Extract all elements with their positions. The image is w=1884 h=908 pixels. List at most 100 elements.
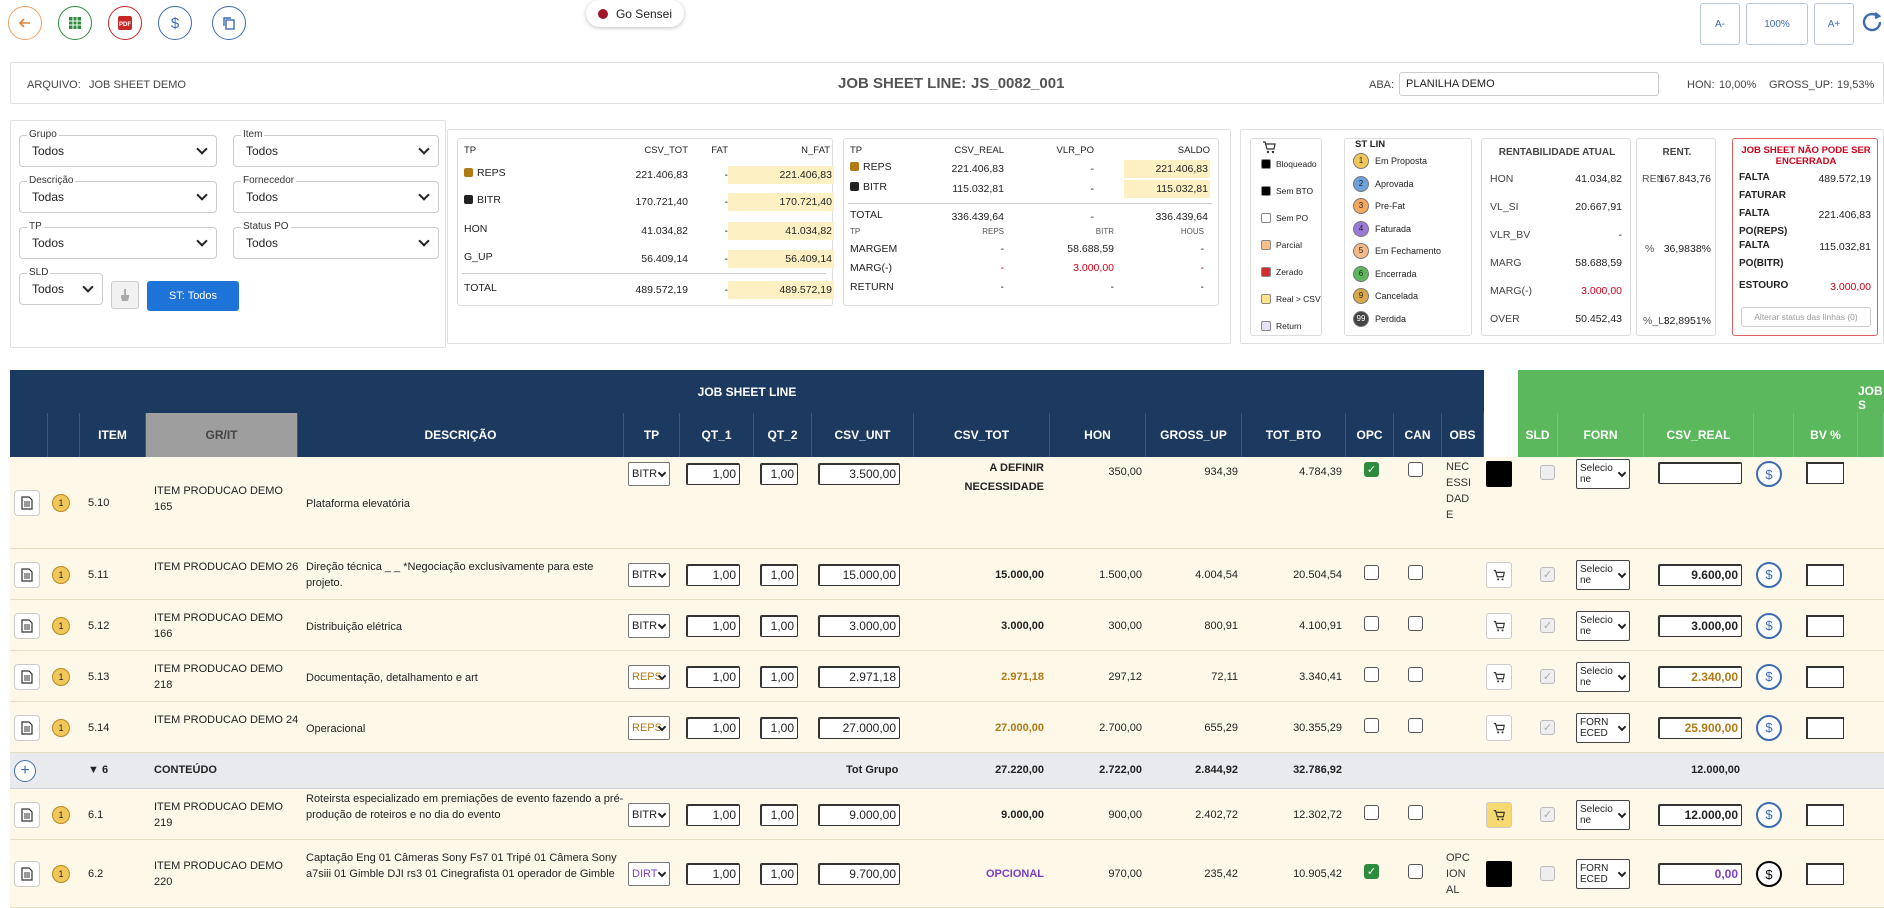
forn-select[interactable]: FORNECED bbox=[1576, 859, 1630, 889]
csv-real-input[interactable] bbox=[1658, 462, 1742, 484]
csv-unt-input[interactable]: 9.000,00 bbox=[818, 803, 900, 826]
csv-unt-input[interactable]: 27.000,00 bbox=[818, 716, 900, 739]
bv-input[interactable] bbox=[1806, 863, 1844, 885]
forn-select[interactable]: FORNECED bbox=[1576, 712, 1630, 743]
sld-checkbox[interactable]: ✓ bbox=[1540, 617, 1555, 633]
qt2-input[interactable]: 1,00 bbox=[760, 614, 798, 637]
csv-unt-input[interactable]: 9.700,00 bbox=[818, 863, 900, 885]
bv-input[interactable] bbox=[1806, 665, 1844, 688]
go-sensei-button[interactable]: Go Sensei bbox=[586, 0, 684, 27]
document-button[interactable] bbox=[14, 861, 40, 887]
cart-button[interactable] bbox=[1486, 801, 1512, 828]
tp-select[interactable]: BITR bbox=[628, 562, 670, 587]
bv-input[interactable] bbox=[1806, 614, 1844, 637]
document-button[interactable] bbox=[14, 663, 40, 690]
tp-select[interactable]: Todos bbox=[19, 227, 217, 259]
csv-unt-input[interactable]: 3.500,00 bbox=[818, 463, 900, 485]
bv-input[interactable] bbox=[1806, 803, 1844, 826]
document-button[interactable] bbox=[14, 612, 40, 639]
back-button[interactable] bbox=[8, 6, 42, 40]
descricao-select[interactable]: Todas bbox=[19, 181, 217, 213]
zoom-reset-button[interactable]: 100% bbox=[1746, 3, 1808, 45]
item-select[interactable]: Todos bbox=[233, 135, 439, 167]
forn-select[interactable]: Selecione bbox=[1576, 799, 1630, 830]
alter-status-button[interactable]: Alterar status das linhas (0) bbox=[1741, 307, 1871, 327]
font-increase-button[interactable]: A+ bbox=[1814, 3, 1854, 45]
qt1-input[interactable]: 1,00 bbox=[686, 665, 740, 688]
qt1-input[interactable]: 1,00 bbox=[686, 716, 740, 739]
tp-select[interactable]: BITR bbox=[628, 462, 670, 486]
qt2-input[interactable]: 1,00 bbox=[760, 716, 798, 739]
can-checkbox[interactable] bbox=[1408, 666, 1423, 682]
csv-real-input[interactable]: 12.000,00 bbox=[1658, 803, 1742, 826]
tp-select[interactable]: BITR bbox=[628, 613, 670, 638]
qt2-input[interactable]: 1,00 bbox=[760, 563, 798, 586]
st-filter-button[interactable]: ST: Todos bbox=[147, 281, 239, 311]
tp-select[interactable]: BITR bbox=[628, 802, 670, 827]
qt2-input[interactable]: 1,00 bbox=[760, 463, 798, 485]
tp-select[interactable]: DIRT bbox=[628, 862, 670, 886]
csv-real-input[interactable]: 25.900,00 bbox=[1658, 716, 1742, 739]
csv-real-input[interactable]: 9.600,00 bbox=[1658, 563, 1742, 586]
csv-unt-input[interactable]: 3.000,00 bbox=[818, 614, 900, 637]
status-po-select[interactable]: Todos bbox=[233, 227, 439, 259]
grupo-select[interactable]: Todos bbox=[19, 135, 217, 167]
opc-checkbox[interactable]: ✓ bbox=[1364, 864, 1379, 879]
bv-input[interactable] bbox=[1806, 563, 1844, 586]
qt1-input[interactable]: 1,00 bbox=[686, 463, 740, 485]
qt1-input[interactable]: 1,00 bbox=[686, 563, 740, 586]
document-button[interactable] bbox=[14, 714, 40, 741]
opc-checkbox[interactable] bbox=[1364, 564, 1379, 580]
opc-checkbox[interactable]: ✓ bbox=[1364, 462, 1379, 477]
opc-checkbox[interactable] bbox=[1364, 615, 1379, 631]
sld-checkbox[interactable]: ✓ bbox=[1540, 566, 1555, 582]
csv-real-input[interactable]: 2.340,00 bbox=[1658, 665, 1742, 688]
can-checkbox[interactable] bbox=[1408, 564, 1423, 580]
document-button[interactable] bbox=[14, 490, 40, 516]
qt1-input[interactable]: 1,00 bbox=[686, 614, 740, 637]
sld-checkbox[interactable]: ✓ bbox=[1540, 668, 1555, 684]
forn-select[interactable]: Selecione bbox=[1576, 610, 1630, 641]
opc-checkbox[interactable] bbox=[1364, 804, 1379, 820]
can-checkbox[interactable] bbox=[1408, 615, 1423, 631]
cart-button[interactable] bbox=[1486, 663, 1512, 690]
cart-button[interactable] bbox=[1486, 714, 1512, 741]
tp-select[interactable]: REPS bbox=[628, 715, 670, 740]
can-checkbox[interactable] bbox=[1408, 804, 1423, 820]
document-button[interactable] bbox=[14, 561, 40, 588]
qt2-input[interactable]: 1,00 bbox=[760, 665, 798, 688]
can-checkbox[interactable] bbox=[1408, 462, 1423, 477]
bv-input[interactable] bbox=[1806, 462, 1844, 484]
sld-select[interactable]: Todos bbox=[19, 273, 103, 305]
can-checkbox[interactable] bbox=[1408, 717, 1423, 733]
po-button[interactable]: $ bbox=[1756, 663, 1782, 690]
fornecedor-select[interactable]: Todos bbox=[233, 181, 439, 213]
refresh-icon[interactable] bbox=[1862, 10, 1884, 34]
document-button[interactable] bbox=[14, 801, 40, 828]
po-button[interactable]: $ bbox=[1756, 561, 1782, 588]
forn-select[interactable]: Selecione bbox=[1576, 559, 1630, 590]
po-button[interactable]: $ bbox=[1756, 714, 1782, 741]
dollar-button[interactable]: $ bbox=[158, 6, 192, 40]
pdf-button[interactable]: PDF bbox=[108, 6, 142, 40]
sld-checkbox[interactable] bbox=[1540, 465, 1555, 480]
qt1-input[interactable]: 1,00 bbox=[686, 803, 740, 826]
copy-button[interactable] bbox=[212, 6, 246, 40]
sld-checkbox[interactable]: ✓ bbox=[1540, 806, 1555, 822]
qt2-input[interactable]: 1,00 bbox=[760, 803, 798, 826]
aba-input[interactable]: PLANILHA DEMO bbox=[1399, 72, 1659, 96]
po-button[interactable]: $ bbox=[1756, 461, 1782, 487]
opc-checkbox[interactable] bbox=[1364, 666, 1379, 682]
can-checkbox[interactable] bbox=[1408, 864, 1423, 879]
spreadsheet-button[interactable] bbox=[58, 6, 92, 40]
csv-unt-input[interactable]: 15.000,00 bbox=[818, 563, 900, 586]
po-button[interactable]: $ bbox=[1756, 801, 1782, 828]
qt1-input[interactable]: 1,00 bbox=[686, 863, 740, 885]
forn-select[interactable]: Selecione bbox=[1576, 459, 1630, 489]
cart-button[interactable] bbox=[1486, 612, 1512, 639]
clear-filters-button[interactable] bbox=[111, 281, 139, 309]
sld-checkbox[interactable] bbox=[1540, 866, 1555, 881]
sld-checkbox[interactable]: ✓ bbox=[1540, 719, 1555, 735]
cart-button[interactable] bbox=[1486, 561, 1512, 588]
add-group-button[interactable]: + bbox=[14, 760, 36, 782]
